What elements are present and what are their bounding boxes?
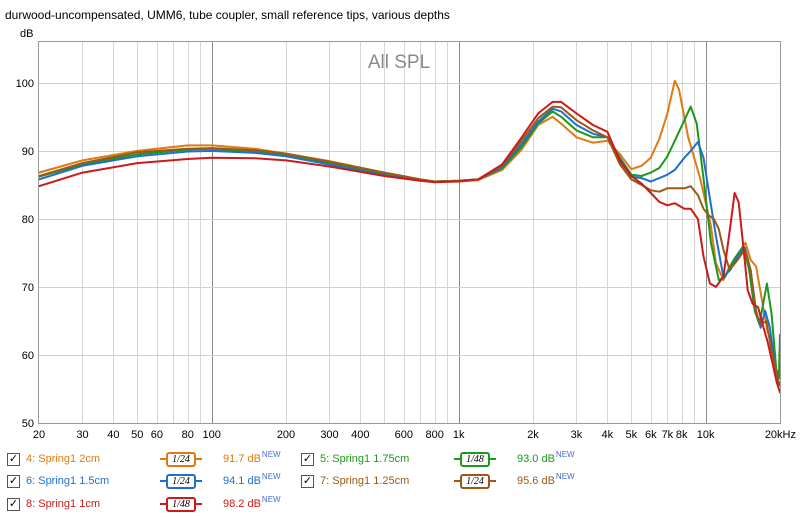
new-badge: NEW (555, 450, 575, 459)
x-tick-label: 60 (151, 429, 163, 441)
legend-level-value: 95.6 dB NEW (517, 472, 575, 490)
legend-level-value: 93.0 dB NEW (517, 450, 575, 468)
legend-series-name: 8: Spring1 1cm (26, 498, 100, 510)
x-tick-label: 2k (527, 429, 539, 441)
legend-level-value: 98.2 dB NEW (223, 495, 281, 513)
legend-series-name: 5: Spring1 1.75cm (320, 453, 410, 465)
smoothing-line-left (160, 503, 166, 505)
legend-item[interactable]: ✓ 5: Spring1 1.75cm (301, 450, 409, 468)
y-tick-label: 80 (22, 214, 34, 226)
x-tick-labels: 20 30 40 50 60 80 100 200 300 400 600 800 1k 2k 3k 4k 5k… (33, 429, 796, 441)
legend-item[interactable]: ✓ 8: Spring1 1cm (7, 495, 100, 513)
x-tick-label: 6k (645, 429, 657, 441)
x-tick-label: 30 (76, 429, 88, 441)
y-axis-label: dB (20, 28, 33, 40)
x-tick-label: 5k (625, 429, 637, 441)
new-badge: NEW (261, 495, 281, 504)
smoothing-line-left (454, 458, 460, 460)
legend-item[interactable]: ✓ 4: Spring1 2cm (7, 450, 100, 468)
legend-level-value: 94.1 dB NEW (223, 472, 281, 490)
new-badge: NEW (555, 472, 575, 481)
y-tick-label: 90 (22, 146, 34, 158)
smoothing-label: 1/48 (166, 496, 196, 512)
smoothing-button[interactable]: 1/24 (160, 472, 202, 490)
level-text: 93.0 dB (517, 453, 555, 465)
x-tick-label: 80 (182, 429, 194, 441)
smoothing-line-right (490, 480, 496, 482)
legend-checkbox[interactable]: ✓ (301, 474, 314, 488)
y-tick-label: 50 (22, 418, 34, 430)
x-tick-label: 10k (697, 429, 715, 441)
new-badge: NEW (261, 472, 281, 481)
x-tick-label: 4k (602, 429, 614, 441)
new-badge: NEW (261, 450, 281, 459)
legend-checkbox[interactable]: ✓ (7, 497, 20, 511)
smoothing-label: 1/24 (166, 473, 196, 489)
y-tick-labels: 50 60 70 80 90 100 (16, 78, 34, 430)
legend-series-name: 7: Spring1 1.25cm (320, 475, 410, 487)
level-text: 95.6 dB (517, 475, 555, 487)
smoothing-line-right (196, 458, 202, 460)
smoothing-label: 1/24 (460, 473, 490, 489)
smoothing-label: 1/24 (166, 451, 196, 467)
legend-checkbox[interactable]: ✓ (301, 452, 314, 466)
x-tick-label: 800 (426, 429, 444, 441)
plot-area[interactable] (38, 41, 781, 424)
legend-checkbox[interactable]: ✓ (7, 474, 20, 488)
smoothing-line-left (160, 480, 166, 482)
smoothing-line-left (454, 480, 460, 482)
smoothing-line-right (196, 480, 202, 482)
x-tick-label: 7k (662, 429, 674, 441)
x-tick-label: 400 (351, 429, 369, 441)
x-tick-label: 200 (277, 429, 295, 441)
x-tick-label: 20 (33, 429, 45, 441)
x-tick-label: 20kHz (765, 429, 796, 441)
legend-item[interactable]: ✓ 7: Spring1 1.25cm (301, 472, 409, 490)
x-tick-label: 300 (320, 429, 338, 441)
grid-lines (39, 42, 780, 423)
x-tick-label: 8k (676, 429, 688, 441)
smoothing-button[interactable]: 1/48 (454, 450, 496, 468)
series-line-5 (39, 105, 780, 380)
level-text: 94.1 dB (223, 475, 261, 487)
smoothing-label: 1/48 (460, 451, 490, 467)
smoothing-line-left (160, 458, 166, 460)
legend-series-name: 4: Spring1 2cm (26, 453, 100, 465)
y-tick-label: 70 (22, 282, 34, 294)
legend-item[interactable]: ✓ 6: Spring1 1.5cm (7, 472, 109, 490)
smoothing-button[interactable]: 1/48 (160, 495, 202, 513)
y-tick-label: 60 (22, 350, 34, 362)
x-tick-label: 100 (202, 429, 220, 441)
level-text: 91.7 dB (223, 453, 261, 465)
y-tick-label: 100 (16, 78, 34, 90)
smoothing-button[interactable]: 1/24 (160, 450, 202, 468)
legend-checkbox[interactable]: ✓ (7, 452, 20, 466)
window-title: durwood-uncompensated, UMM6, tube couple… (5, 8, 450, 22)
smoothing-line-right (490, 458, 496, 460)
series-line-8 (39, 100, 780, 394)
smoothing-line-right (196, 503, 202, 505)
x-tick-label: 600 (395, 429, 413, 441)
x-tick-label: 50 (131, 429, 143, 441)
chart-title: All SPL (368, 52, 430, 73)
level-text: 98.2 dB (223, 498, 261, 510)
x-tick-label: 1k (453, 429, 465, 441)
x-tick-label: 3k (571, 429, 583, 441)
legend-series-name: 6: Spring1 1.5cm (26, 475, 110, 487)
x-tick-label: 40 (107, 429, 119, 441)
smoothing-button[interactable]: 1/24 (454, 472, 496, 490)
series-lines (39, 79, 780, 394)
legend-level-value: 91.7 dB NEW (223, 450, 281, 468)
